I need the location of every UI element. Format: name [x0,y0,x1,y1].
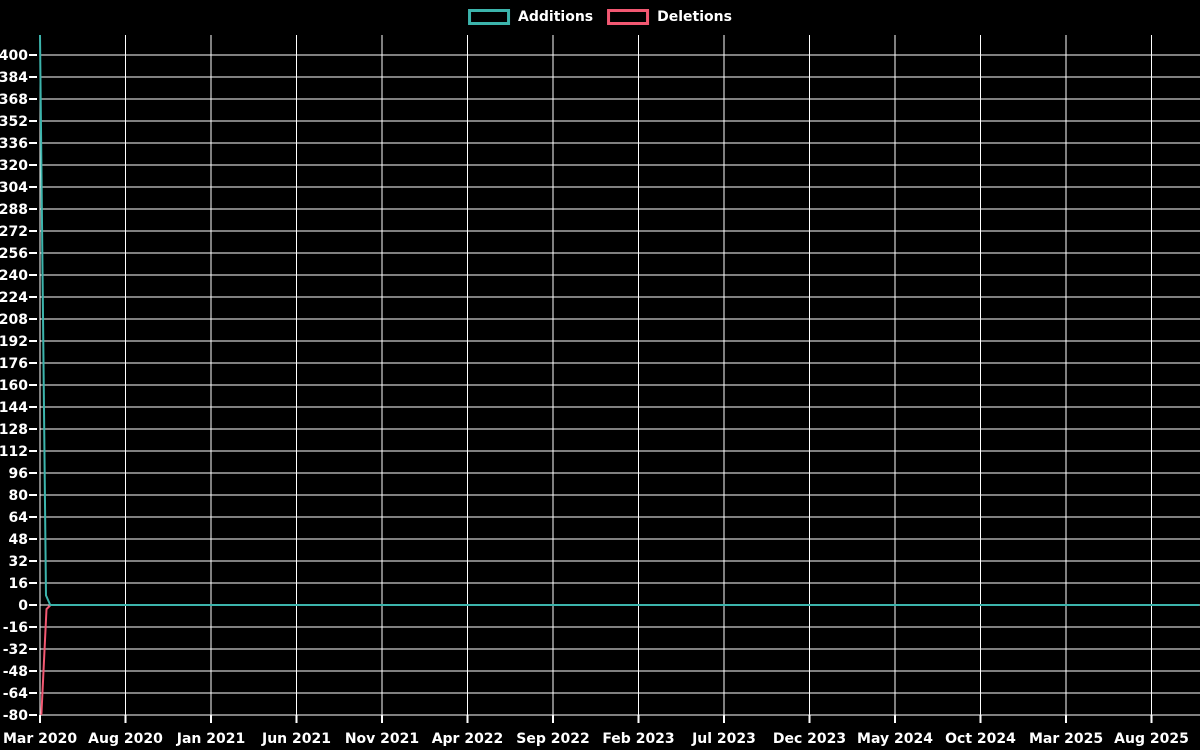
x-tick-label: Aug 2025 [1114,731,1189,747]
y-tick-label: 256 [0,246,28,262]
y-tick-label: -16 [3,620,28,636]
y-tick-label: 176 [0,356,28,372]
legend-item-additions[interactable]: Additions [468,8,593,26]
legend-label-deletions: Deletions [657,9,732,25]
y-tick-label: 192 [0,334,28,350]
chart-legend: Additions Deletions [468,8,732,26]
x-tick-label: Oct 2024 [945,731,1016,747]
x-tick-label: Feb 2023 [602,731,674,747]
y-tick-label: 368 [0,92,28,108]
y-tick-label: 384 [0,70,28,86]
x-tick-label: Sep 2022 [516,731,589,747]
x-tick-label: Jan 2021 [176,731,245,747]
y-tick-label: 48 [9,532,28,548]
y-tick-label: 304 [0,180,28,196]
legend-label-additions: Additions [518,9,594,25]
y-tick-label: 352 [0,114,28,130]
y-tick-label: 400 [0,48,28,64]
y-tick-label: -32 [3,642,28,658]
y-tick-label: 64 [9,510,29,526]
y-tick-label: 96 [9,466,28,482]
y-tick-label: 160 [0,378,28,394]
y-tick-label: -64 [3,686,29,702]
y-tick-label: 112 [0,444,28,460]
y-tick-label: 80 [9,488,29,504]
y-tick-label: 272 [0,224,28,240]
x-tick-label: Aug 2020 [88,731,163,747]
y-tick-label: 144 [0,400,28,416]
x-tick-label: Jun 2021 [261,731,331,747]
series-line-additions [39,34,1200,606]
x-tick-label: Jul 2023 [691,731,756,747]
x-tick-label: Mar 2020 [3,731,77,747]
legend-item-deletions[interactable]: Deletions [607,8,732,26]
y-tick-label: -80 [3,708,29,724]
y-tick-label: 32 [9,554,28,570]
x-tick-label: Mar 2025 [1029,731,1103,747]
series-line-deletions [40,604,1200,716]
y-tick-label: 336 [0,136,28,152]
y-tick-label: 208 [0,312,28,328]
y-tick-label: -48 [3,664,28,680]
x-tick-label: Apr 2022 [432,731,504,747]
x-tick-label: Nov 2021 [345,731,419,747]
deletions-swatch-icon [607,9,650,25]
y-tick-label: 224 [0,290,28,306]
additions-swatch-icon [468,9,511,25]
y-tick-label: 288 [0,202,28,218]
y-tick-label: 320 [0,158,28,174]
y-tick-label: 240 [0,268,28,284]
y-tick-label: 0 [18,598,28,614]
x-tick-label: Dec 2023 [773,731,846,747]
y-tick-label: 16 [9,576,28,592]
x-tick-label: May 2024 [857,731,933,747]
y-tick-label: 128 [0,422,28,438]
